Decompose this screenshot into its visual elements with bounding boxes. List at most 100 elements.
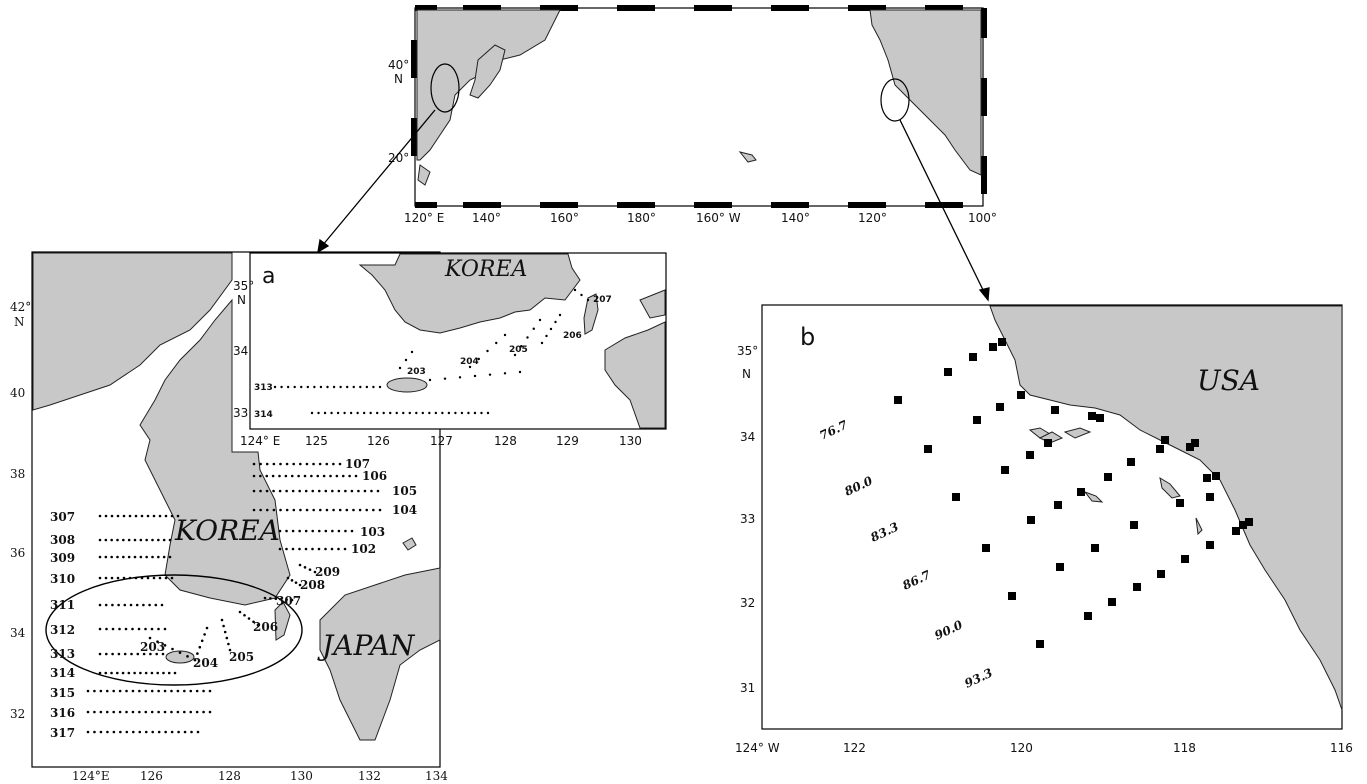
inset-a-tsushima [583, 293, 599, 335]
station-dot [324, 489, 328, 493]
station-dot [352, 508, 355, 512]
top-lon-label: 120° E [404, 211, 444, 225]
inset-lat-label: 33 [233, 406, 248, 420]
station-marker [1027, 516, 1035, 524]
station-dot [110, 555, 113, 559]
station-dot [319, 385, 323, 389]
station-marker [1203, 474, 1211, 482]
station-dot [311, 547, 314, 551]
station-dot [162, 538, 166, 542]
station-marker [996, 403, 1004, 411]
station-marker [1191, 439, 1199, 447]
line-label: 103 [360, 525, 385, 539]
station-dot [313, 570, 317, 574]
station-dot [443, 377, 447, 380]
station-dot [345, 508, 349, 512]
station-dot [86, 689, 90, 693]
station-dot [110, 538, 113, 542]
station-dot [133, 538, 137, 542]
station-dot [332, 385, 336, 389]
station-marker [1108, 598, 1116, 606]
station-dot [473, 374, 477, 378]
station-dot [177, 730, 180, 734]
left-lon-label: 126 [140, 769, 163, 783]
station-dot [343, 547, 347, 551]
station-dot [164, 576, 168, 580]
inset-lon-label: 127 [430, 434, 453, 448]
station-dot [272, 508, 276, 512]
station-dot [144, 710, 148, 714]
station-dot [243, 613, 246, 617]
inset-lon-label: 126 [367, 434, 390, 448]
top-lon-label: 100° [968, 211, 997, 225]
station-dot [300, 385, 303, 389]
hawaii [738, 151, 757, 163]
station-dot [292, 508, 296, 512]
inset-a-japan-north [639, 289, 666, 319]
station-dot [299, 462, 302, 466]
station-dot [354, 474, 358, 478]
station-dot [156, 640, 159, 643]
station-dot [304, 529, 308, 533]
station-dot [447, 411, 451, 415]
line-label: 309 [50, 551, 75, 565]
station-dot [163, 710, 167, 714]
sea-islands-west [417, 164, 431, 186]
inset-a-korea-label: KOREA [444, 257, 527, 282]
station-dot [313, 385, 316, 389]
inset-lon-label: 128 [494, 434, 517, 448]
station-dot [488, 373, 492, 376]
station-dot [356, 411, 359, 415]
inset-lon-label: 125 [305, 434, 328, 448]
station-dot [292, 462, 295, 466]
line-label: 206 [253, 620, 278, 634]
station-dot [157, 689, 160, 693]
station-dot [330, 547, 334, 551]
station-dot [105, 627, 108, 631]
station-dot [285, 462, 289, 466]
station-dot [225, 636, 229, 640]
inset-line-label: 203 [407, 367, 426, 377]
station-dot [278, 547, 282, 551]
station-marker [1212, 472, 1220, 480]
station-dot [404, 358, 408, 362]
station-dot [344, 489, 347, 493]
station-dot [170, 710, 173, 714]
station-dot [252, 489, 256, 493]
station-dot [157, 710, 160, 714]
station-dot [259, 474, 262, 478]
station-dot [196, 652, 199, 655]
station-marker [989, 343, 997, 351]
station-dot [105, 689, 109, 693]
station-dot [139, 538, 143, 542]
station-marker [1206, 493, 1214, 501]
station-dot [363, 489, 367, 493]
station-dot [441, 411, 444, 415]
station-dot [322, 474, 326, 478]
station-marker [1130, 521, 1138, 529]
station-dot [202, 710, 205, 714]
station-dot [131, 730, 135, 734]
station-dot [324, 547, 327, 551]
line-label: 307 [50, 510, 75, 524]
station-marker [1026, 451, 1034, 459]
station-dot [402, 411, 405, 415]
station-dot [146, 576, 150, 580]
station-dot [308, 568, 312, 571]
station-dot [105, 710, 109, 714]
station-dot [124, 627, 128, 631]
inset-lat-label: 35° [233, 279, 254, 293]
line-label: 204 [193, 656, 218, 670]
station-dot [123, 652, 127, 656]
station-dot [305, 508, 309, 512]
station-marker [969, 353, 977, 361]
line-label: 106 [362, 469, 387, 483]
station-dot [252, 474, 256, 478]
oki-island [402, 537, 417, 551]
station-dot [332, 462, 335, 466]
station-dot [168, 555, 172, 559]
station-dot [164, 514, 168, 518]
station-dot [285, 529, 288, 533]
station-dot [208, 689, 212, 693]
station-dot [337, 547, 340, 551]
